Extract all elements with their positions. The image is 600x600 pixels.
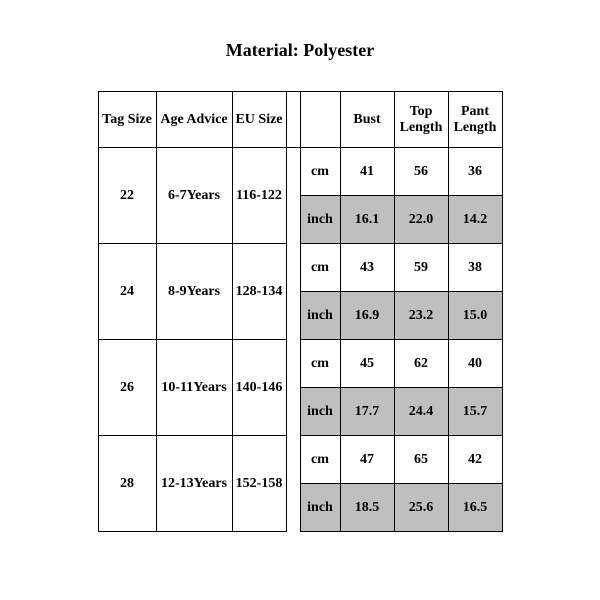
cell-bust-cm: 45 [340, 340, 394, 388]
table-row: 2812-13Years152-158cm476542 [98, 436, 502, 484]
cell-pant-cm: 42 [448, 436, 502, 484]
cell-tag: 24 [98, 244, 156, 340]
col-tag: Tag Size [98, 92, 156, 148]
table-header-row: Tag Size Age Advice EU Size Bust Top Len… [98, 92, 502, 148]
col-unit [300, 92, 340, 148]
cell-tag: 22 [98, 148, 156, 244]
cell-unit-inch: inch [300, 292, 340, 340]
cell-bust-cm: 47 [340, 436, 394, 484]
col-gap [286, 92, 300, 148]
cell-age: 8-9Years [156, 244, 232, 340]
cell-top-inch: 25.6 [394, 484, 448, 532]
cell-unit-cm: cm [300, 148, 340, 196]
cell-unit-inch: inch [300, 388, 340, 436]
col-age: Age Advice [156, 92, 232, 148]
cell-bust-inch: 18.5 [340, 484, 394, 532]
page-title: Material: Polyester [0, 0, 600, 91]
cell-age: 10-11Years [156, 340, 232, 436]
cell-top-cm: 56 [394, 148, 448, 196]
cell-age: 6-7Years [156, 148, 232, 244]
cell-tag: 26 [98, 340, 156, 436]
col-top: Top Length [394, 92, 448, 148]
cell-age: 12-13Years [156, 436, 232, 532]
cell-top-inch: 24.4 [394, 388, 448, 436]
cell-gap [286, 436, 300, 532]
table-row: 226-7Years116-122cm415636 [98, 148, 502, 196]
cell-bust-cm: 43 [340, 244, 394, 292]
cell-top-inch: 23.2 [394, 292, 448, 340]
cell-top-inch: 22.0 [394, 196, 448, 244]
cell-gap [286, 148, 300, 244]
cell-gap [286, 244, 300, 340]
cell-pant-inch: 16.5 [448, 484, 502, 532]
cell-bust-inch: 17.7 [340, 388, 394, 436]
cell-pant-cm: 40 [448, 340, 502, 388]
cell-unit-cm: cm [300, 436, 340, 484]
cell-bust-inch: 16.9 [340, 292, 394, 340]
table-row: 2610-11Years140-146cm456240 [98, 340, 502, 388]
cell-unit-inch: inch [300, 484, 340, 532]
cell-pant-cm: 38 [448, 244, 502, 292]
cell-pant-inch: 15.0 [448, 292, 502, 340]
cell-bust-cm: 41 [340, 148, 394, 196]
cell-top-cm: 62 [394, 340, 448, 388]
cell-tag: 28 [98, 436, 156, 532]
cell-pant-cm: 36 [448, 148, 502, 196]
cell-pant-inch: 15.7 [448, 388, 502, 436]
cell-top-cm: 59 [394, 244, 448, 292]
cell-eu: 152-158 [232, 436, 286, 532]
cell-unit-inch: inch [300, 196, 340, 244]
size-table: Tag Size Age Advice EU Size Bust Top Len… [98, 91, 503, 532]
cell-unit-cm: cm [300, 244, 340, 292]
cell-bust-inch: 16.1 [340, 196, 394, 244]
col-bust: Bust [340, 92, 394, 148]
col-pant: Pant Length [448, 92, 502, 148]
cell-gap [286, 340, 300, 436]
table-row: 248-9Years128-134cm435938 [98, 244, 502, 292]
cell-eu: 128-134 [232, 244, 286, 340]
cell-eu: 140-146 [232, 340, 286, 436]
cell-top-cm: 65 [394, 436, 448, 484]
col-eu: EU Size [232, 92, 286, 148]
cell-pant-inch: 14.2 [448, 196, 502, 244]
cell-unit-cm: cm [300, 340, 340, 388]
cell-eu: 116-122 [232, 148, 286, 244]
